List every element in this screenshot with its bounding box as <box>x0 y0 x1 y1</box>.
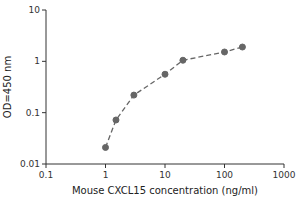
chart: 0.111010010000.010.1110Mouse CXCL15 conc… <box>0 0 300 200</box>
x-tick-label: 1 <box>103 170 109 180</box>
y-tick-label: 0.1 <box>26 108 40 118</box>
y-tick <box>42 10 46 11</box>
x-tick-label: 10 <box>159 170 171 180</box>
y-tick <box>42 112 46 113</box>
data-point <box>113 117 119 123</box>
data-point <box>103 144 109 150</box>
x-tick <box>46 164 47 168</box>
y-tick-label: 0.01 <box>20 159 40 169</box>
data-line <box>106 47 243 147</box>
data-point <box>162 71 168 77</box>
y-axis-line <box>46 10 47 164</box>
y-tick <box>42 61 46 62</box>
chart-container: 0.111010010000.010.1110Mouse CXCL15 conc… <box>0 0 300 200</box>
data-point <box>222 49 228 55</box>
data-point <box>180 57 186 63</box>
x-axis-label: Mouse CXCL15 concentration (ng/ml) <box>72 185 258 196</box>
x-tick <box>284 164 285 168</box>
x-tick <box>105 164 106 168</box>
y-axis-label: OD=450 nm <box>2 56 13 118</box>
data-point <box>131 92 137 98</box>
x-tick <box>224 164 225 168</box>
x-tick-label: 0.1 <box>39 170 53 180</box>
x-tick-label: 1000 <box>273 170 296 180</box>
y-tick-label: 10 <box>29 5 41 15</box>
plot-area <box>103 44 246 150</box>
y-tick-label: 1 <box>34 56 40 66</box>
data-point <box>239 44 245 50</box>
x-tick <box>165 164 166 168</box>
y-tick <box>42 164 46 165</box>
x-tick-label: 100 <box>216 170 233 180</box>
